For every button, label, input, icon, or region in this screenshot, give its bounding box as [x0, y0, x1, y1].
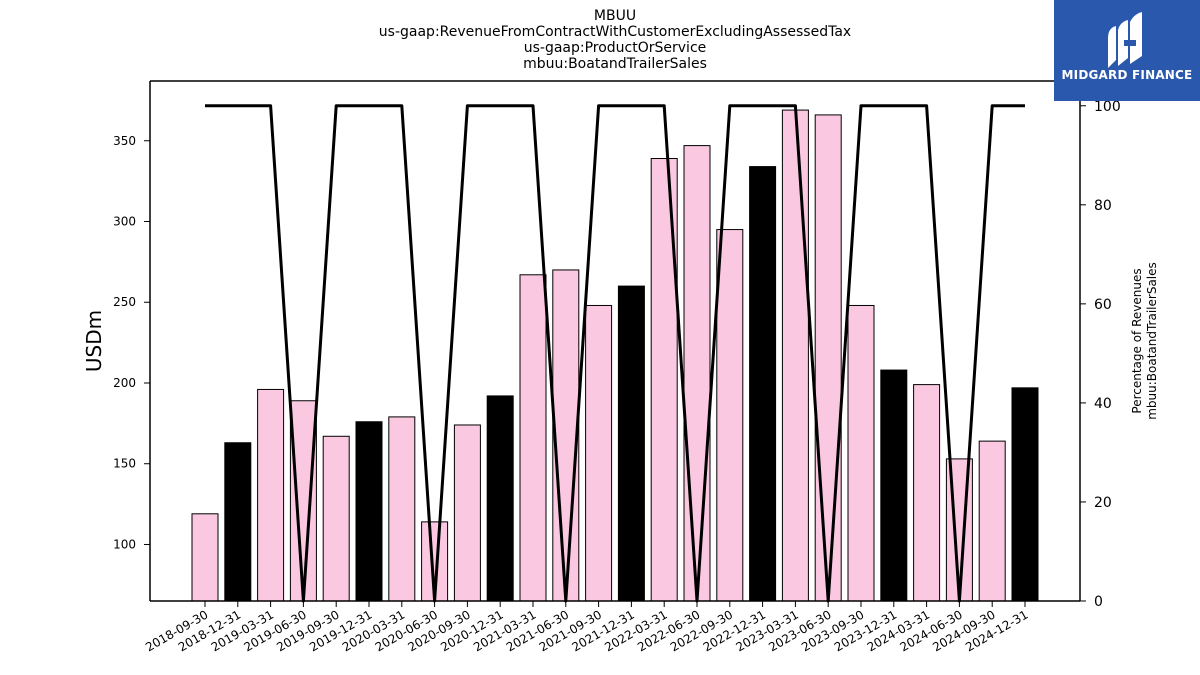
y2-tick-label: 80: [1094, 198, 1112, 214]
title-line-2: us-gaap:RevenueFromContractWithCustomerE…: [379, 24, 851, 40]
bar-2024-12-31: [1011, 387, 1039, 602]
bar-2023-06-30: [814, 114, 842, 602]
bar-series: [191, 109, 1039, 602]
bar-2019-09-30: [322, 435, 350, 602]
chart-title: MBUU us-gaap:RevenueFromContractWithCust…: [379, 8, 851, 72]
bar-2021-03-31: [519, 274, 547, 602]
percentage-line: [205, 104, 1025, 603]
y2-tick-label: 60: [1094, 297, 1112, 313]
bar-2019-03-31: [257, 388, 285, 602]
bar-2022-09-30: [716, 229, 744, 602]
y-tick-label: 250: [113, 295, 136, 309]
y-tick-label: 150: [113, 457, 136, 471]
bar-2019-12-31: [355, 421, 383, 602]
title-line-4: mbuu:BoatandTrailerSales: [523, 56, 707, 72]
bar-2020-09-30: [453, 424, 481, 602]
x-axis: 2018-09-302018-12-312019-03-312019-06-30…: [143, 601, 1031, 654]
bar-2024-06-30: [945, 458, 973, 602]
bar-2023-12-31: [880, 369, 908, 602]
bar-2018-12-31: [224, 442, 252, 602]
y-tick-label: 300: [113, 214, 136, 228]
axes: [149, 80, 1081, 602]
y-tick-label: 350: [113, 134, 136, 148]
brand-logo: MIDGARD FINANCE: [1054, 0, 1200, 101]
y-axis-right-label-line-2: mbuu:BoatandTrailerSales: [1145, 262, 1159, 420]
y2-tick-label: 100: [1094, 99, 1121, 115]
line-series: [205, 104, 1025, 603]
y2-tick-label: 40: [1094, 396, 1112, 412]
bar-2021-12-31: [617, 285, 645, 602]
bar-2023-09-30: [847, 304, 875, 602]
bar-2023-03-31: [781, 109, 809, 602]
bar-2020-03-31: [388, 416, 416, 602]
bar-2021-06-30: [552, 269, 580, 602]
bar-2022-06-30: [683, 145, 711, 602]
y2-tick-label: 20: [1094, 495, 1112, 511]
midgard-logo-icon: [1108, 12, 1142, 68]
bar-2020-12-31: [486, 395, 514, 602]
bar-2018-09-30: [191, 513, 219, 602]
y-axis-left: 100 150 200 250 300 350: [113, 134, 150, 551]
bar-2021-09-30: [585, 304, 613, 602]
y-axis-right-label-line-1: Percentage of Revenues: [1130, 268, 1144, 413]
title-line-3: us-gaap:ProductOrService: [524, 40, 707, 56]
title-line-1: MBUU: [594, 8, 636, 24]
bar-2024-09-30: [978, 440, 1006, 602]
y-tick-label: 100: [113, 537, 136, 551]
bar-2022-12-31: [749, 166, 777, 602]
y-tick-label: 200: [113, 376, 136, 390]
y2-tick-label: 0: [1094, 594, 1103, 610]
bar-2024-03-31: [913, 384, 941, 602]
y-axis-right: 0 20 40 60 80 100: [1080, 99, 1121, 610]
logo-text: MIDGARD FINANCE: [1061, 68, 1193, 82]
bar-2019-06-30: [289, 400, 317, 602]
y-axis-label: USDm: [82, 310, 106, 372]
